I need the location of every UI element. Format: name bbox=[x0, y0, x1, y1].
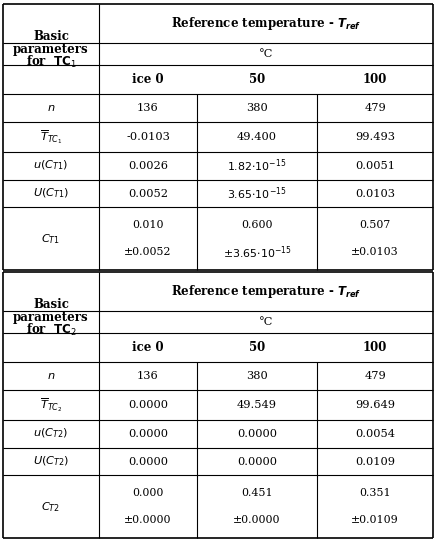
Text: 0.000: 0.000 bbox=[132, 488, 164, 498]
Text: ±0.0000: ±0.0000 bbox=[233, 515, 281, 526]
Text: 136: 136 bbox=[137, 104, 159, 113]
Text: 0.351: 0.351 bbox=[359, 488, 391, 498]
Text: °C: °C bbox=[259, 49, 273, 59]
Text: 0.0051: 0.0051 bbox=[355, 160, 395, 171]
Text: parameters: parameters bbox=[13, 311, 89, 324]
Text: 49.549: 49.549 bbox=[237, 400, 277, 410]
Text: 0.0000: 0.0000 bbox=[128, 400, 168, 410]
Text: Reference temperature - $\bfit{T}_{ref}$: Reference temperature - $\bfit{T}_{ref}$ bbox=[171, 283, 361, 300]
Text: Basic: Basic bbox=[33, 298, 69, 311]
Text: 0.0103: 0.0103 bbox=[355, 189, 395, 198]
Text: ±0.0000: ±0.0000 bbox=[124, 515, 172, 526]
Text: 99.649: 99.649 bbox=[355, 400, 395, 410]
Text: 479: 479 bbox=[364, 104, 386, 113]
Text: 136: 136 bbox=[137, 371, 159, 382]
Text: 0.0000: 0.0000 bbox=[237, 429, 277, 438]
Text: $\overline{T}_{TC_1}$: $\overline{T}_{TC_1}$ bbox=[40, 128, 62, 146]
Text: $C_{T2}$: $C_{T2}$ bbox=[41, 500, 61, 514]
Text: for  $\mathbf{TC}_1$: for $\mathbf{TC}_1$ bbox=[26, 54, 76, 70]
Text: $3.65{\cdot}10^{-15}$: $3.65{\cdot}10^{-15}$ bbox=[227, 185, 287, 202]
Text: 0.451: 0.451 bbox=[241, 488, 273, 498]
Text: $n$: $n$ bbox=[47, 371, 55, 382]
Text: ±0.0103: ±0.0103 bbox=[351, 248, 399, 257]
Text: $u(C_{T2})$: $u(C_{T2})$ bbox=[34, 427, 68, 441]
Text: 380: 380 bbox=[246, 371, 268, 382]
Text: 479: 479 bbox=[364, 371, 386, 382]
Text: 100: 100 bbox=[363, 341, 387, 354]
Text: 0.507: 0.507 bbox=[359, 220, 391, 230]
Text: 380: 380 bbox=[246, 104, 268, 113]
Text: $U(C_{T2})$: $U(C_{T2})$ bbox=[33, 455, 69, 468]
Text: ice 0: ice 0 bbox=[132, 73, 164, 86]
Text: 0.0026: 0.0026 bbox=[128, 160, 168, 171]
Text: 0.0000: 0.0000 bbox=[237, 456, 277, 467]
Text: ice 0: ice 0 bbox=[132, 341, 164, 354]
Text: 50: 50 bbox=[249, 73, 265, 86]
Text: 0.0000: 0.0000 bbox=[128, 429, 168, 438]
Text: 49.400: 49.400 bbox=[237, 132, 277, 142]
Text: 0.600: 0.600 bbox=[241, 220, 273, 230]
Text: 0.0109: 0.0109 bbox=[355, 456, 395, 467]
Text: 50: 50 bbox=[249, 341, 265, 354]
Text: ±0.0052: ±0.0052 bbox=[124, 248, 172, 257]
Text: $n$: $n$ bbox=[47, 104, 55, 113]
Text: for  $\mathbf{TC}_2$: for $\mathbf{TC}_2$ bbox=[26, 322, 76, 338]
Text: $U(C_{T1})$: $U(C_{T1})$ bbox=[33, 187, 69, 201]
Text: parameters: parameters bbox=[13, 43, 89, 56]
Text: $1.82{\cdot}10^{-15}$: $1.82{\cdot}10^{-15}$ bbox=[227, 157, 287, 174]
Text: $\pm3.65{\cdot}10^{-15}$: $\pm3.65{\cdot}10^{-15}$ bbox=[222, 244, 291, 261]
Text: 100: 100 bbox=[363, 73, 387, 86]
Text: °C: °C bbox=[259, 317, 273, 327]
Text: $\overline{T}_{TC_2}$: $\overline{T}_{TC_2}$ bbox=[40, 396, 62, 414]
Text: $C_{T1}$: $C_{T1}$ bbox=[41, 232, 61, 246]
Text: ±0.0109: ±0.0109 bbox=[351, 515, 399, 526]
Text: Reference temperature - $\bfit{T}_{ref}$: Reference temperature - $\bfit{T}_{ref}$ bbox=[171, 15, 361, 32]
Text: 0.010: 0.010 bbox=[132, 220, 164, 230]
Text: -0.0103: -0.0103 bbox=[126, 132, 170, 142]
Text: 0.0054: 0.0054 bbox=[355, 429, 395, 438]
Text: Basic: Basic bbox=[33, 30, 69, 43]
Text: 0.0052: 0.0052 bbox=[128, 189, 168, 198]
Text: 99.493: 99.493 bbox=[355, 132, 395, 142]
Text: $u(C_{T1})$: $u(C_{T1})$ bbox=[34, 159, 68, 172]
Text: 0.0000: 0.0000 bbox=[128, 456, 168, 467]
